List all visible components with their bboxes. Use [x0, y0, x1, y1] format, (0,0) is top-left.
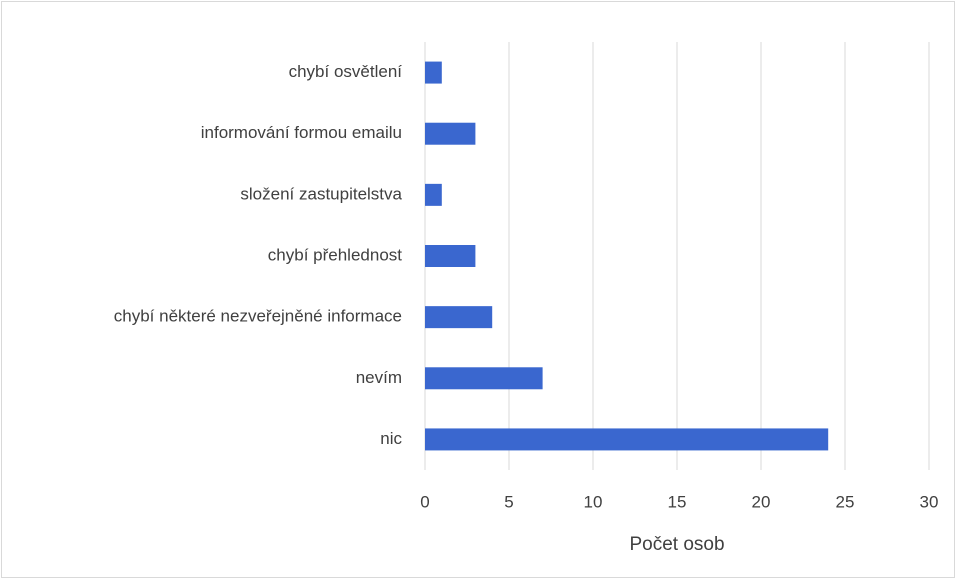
y-tick-label: chybí osvětlení [289, 62, 403, 81]
bar [425, 428, 829, 451]
y-tick-label: složení zastupitelstva [240, 184, 402, 203]
y-tick-label: nic [380, 429, 402, 448]
x-tick-label: 10 [584, 492, 603, 511]
bar [425, 183, 442, 206]
x-tick-label: 5 [504, 492, 513, 511]
x-tick-label: 15 [668, 492, 687, 511]
y-tick-label: chybí některé nezveřejněné informace [114, 307, 402, 326]
y-tick-label: chybí přehlednost [268, 245, 402, 264]
x-tick-label: 0 [420, 492, 429, 511]
x-tick-label: 20 [752, 492, 771, 511]
bar [425, 245, 476, 267]
x-axis-label: Počet osob [629, 534, 724, 555]
bar [425, 61, 442, 84]
bar [425, 367, 543, 390]
bar [425, 306, 493, 329]
y-tick-label: nevím [356, 368, 402, 387]
x-tick-label: 30 [920, 492, 939, 511]
bar [425, 122, 476, 145]
x-tick-label: 25 [836, 492, 855, 511]
y-tick-label: informování formou emailu [201, 123, 402, 142]
